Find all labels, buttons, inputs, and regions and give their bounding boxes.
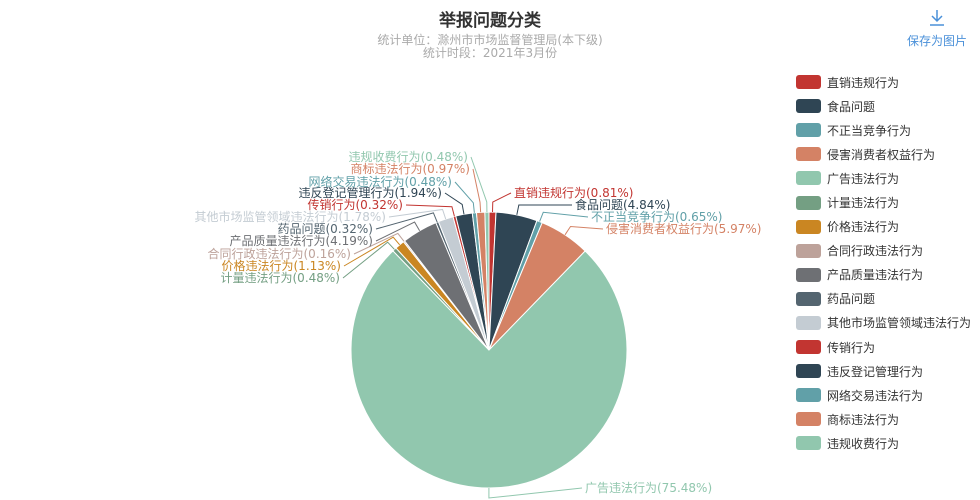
label-leader-line: [454, 181, 475, 213]
pie-slice[interactable]: [484, 211, 490, 351]
legend-item[interactable]: 药品问题: [796, 287, 980, 311]
legend-label: 违反登记管理行为: [827, 364, 924, 379]
pie-chart: 直销违规行为(0.81%)食品问题(4.84%)不正当竞争行为(0.65%)侵害…: [195, 149, 762, 499]
legend-item[interactable]: 合同行政违法行为: [796, 239, 980, 263]
legend-label: 直销违规行为: [827, 75, 900, 90]
legend-item[interactable]: 产品质量违法行为: [796, 263, 980, 287]
legend-label: 广告违法行为: [827, 171, 900, 186]
label-leader-line: [472, 168, 482, 213]
legend-item[interactable]: 价格违法行为: [796, 215, 980, 239]
label-leader-line: [564, 225, 604, 236]
chart-subtitle-period: 统计时段：2021年3月份: [422, 46, 558, 60]
pie-slice[interactable]: [350, 250, 628, 489]
legend-label: 合同行政违法行为: [827, 244, 924, 259]
legend-label: 药品问题: [827, 292, 876, 307]
legend-item[interactable]: 网络交易违法行为: [796, 383, 980, 407]
legend-item[interactable]: 违反登记管理行为: [796, 359, 980, 383]
label-leader-line: [353, 232, 405, 255]
label-leader-line: [444, 192, 465, 215]
legend-swatch: [796, 340, 821, 355]
slice-label: 广告违法行为(75.48%): [585, 481, 712, 495]
legend-item[interactable]: 直销违规行为: [796, 70, 980, 94]
legend-label: 违规收费行为: [827, 436, 900, 451]
label-leader-line: [488, 487, 583, 499]
label-leader-line: [539, 211, 589, 222]
slice-label: 其他市场监管领域违法行为(1.78%): [195, 209, 387, 224]
download-icon: [930, 10, 944, 26]
label-leader-line: [342, 241, 395, 279]
slice-label: 商标违法行为(0.97%): [351, 161, 471, 176]
legend-label: 产品质量违法行为: [827, 268, 924, 283]
chart-subtitle-unit: 统计单位：滁州市市场监督管理局(本下级): [377, 33, 603, 47]
slice-label: 食品问题(4.84%): [575, 197, 671, 212]
label-leader-line: [405, 204, 455, 217]
legend-item[interactable]: 侵害消费者权益行为: [796, 142, 980, 166]
label-leader-line: [516, 204, 573, 215]
legend-swatch: [796, 123, 821, 138]
label-leader-line: [388, 208, 447, 220]
legend-swatch: [796, 267, 821, 282]
label-leader-line: [492, 192, 512, 213]
slice-label: 合同行政违法行为(0.16%): [208, 246, 352, 261]
slice-label: 传销行为(0.32%): [308, 197, 404, 212]
legend-item[interactable]: 食品问题: [796, 94, 980, 118]
legend-swatch: [796, 364, 821, 379]
label-leader-line: [343, 236, 401, 267]
save-as-image-label: 保存为图片: [906, 34, 967, 48]
legend-swatch: [796, 315, 821, 330]
chart-legend: 直销违规行为 食品问题不正当竞争行为侵害消费者权益行为 广告违法行为 计量违法行为 价格…: [796, 70, 980, 456]
chart-title: 举报问题分类: [439, 11, 541, 31]
slice-label: 网络交易违法行为(0.48%): [309, 174, 453, 189]
legend-swatch: [796, 243, 821, 258]
slice-label: 产品质量违法行为(4.19%): [230, 234, 374, 248]
legend-label: 网络交易违法行为: [827, 388, 924, 403]
slice-label: 计量违法行为(0.48%): [221, 271, 341, 285]
legend-label: 侵害消费者权益行为: [827, 147, 936, 162]
legend-swatch: [796, 147, 821, 162]
legend-swatch: [796, 75, 821, 90]
legend-label: 商标违法行为: [827, 412, 900, 427]
label-leader-line: [470, 156, 488, 213]
save-as-image-button[interactable]: 保存为图片: [902, 8, 972, 49]
legend-item[interactable]: 其他市场监管领域违法行为: [796, 311, 980, 335]
legend-item[interactable]: 传销行为: [796, 335, 980, 359]
legend-swatch: [796, 436, 821, 451]
label-leader-line: [375, 221, 421, 242]
legend-label: 价格违法行为: [827, 220, 900, 235]
legend-swatch: [796, 388, 821, 403]
slice-label: 价格违法行为(1.13%): [222, 258, 342, 273]
legend-label: 其他市场监管领域违法行为: [827, 316, 972, 331]
legend-item[interactable]: 广告违法行为: [796, 166, 980, 190]
slice-label: 违反登记管理行为(1.94%): [299, 185, 443, 200]
slice-label: 药品问题(0.32%): [278, 222, 374, 236]
slice-label: 不正当竞争行为(0.65%): [591, 210, 723, 224]
slice-label: 侵害消费者权益行为(5.97%): [606, 221, 762, 236]
legend-swatch: [796, 412, 821, 427]
legend-item[interactable]: 违规收费行为: [796, 431, 980, 455]
legend-swatch: [796, 171, 821, 186]
slice-label: 直销违规行为(0.81%): [514, 185, 634, 200]
legend-item[interactable]: 不正当竞争行为: [796, 118, 980, 142]
legend-label: 传销行为: [827, 340, 876, 355]
legend-swatch: [796, 99, 821, 114]
legend-item[interactable]: 商标违法行为: [796, 407, 980, 431]
legend-swatch: [796, 291, 821, 306]
legend-label: 食品问题: [827, 99, 876, 114]
label-leader-line: [375, 212, 438, 230]
legend-item[interactable]: 计量违法行为: [796, 190, 980, 214]
legend-swatch: [796, 195, 821, 210]
legend-label: 不正当竞争行为: [827, 123, 912, 138]
legend-swatch: [796, 219, 821, 234]
slice-label: 违规收费行为(0.48%): [349, 149, 469, 164]
legend-label: 计量违法行为: [827, 196, 900, 211]
